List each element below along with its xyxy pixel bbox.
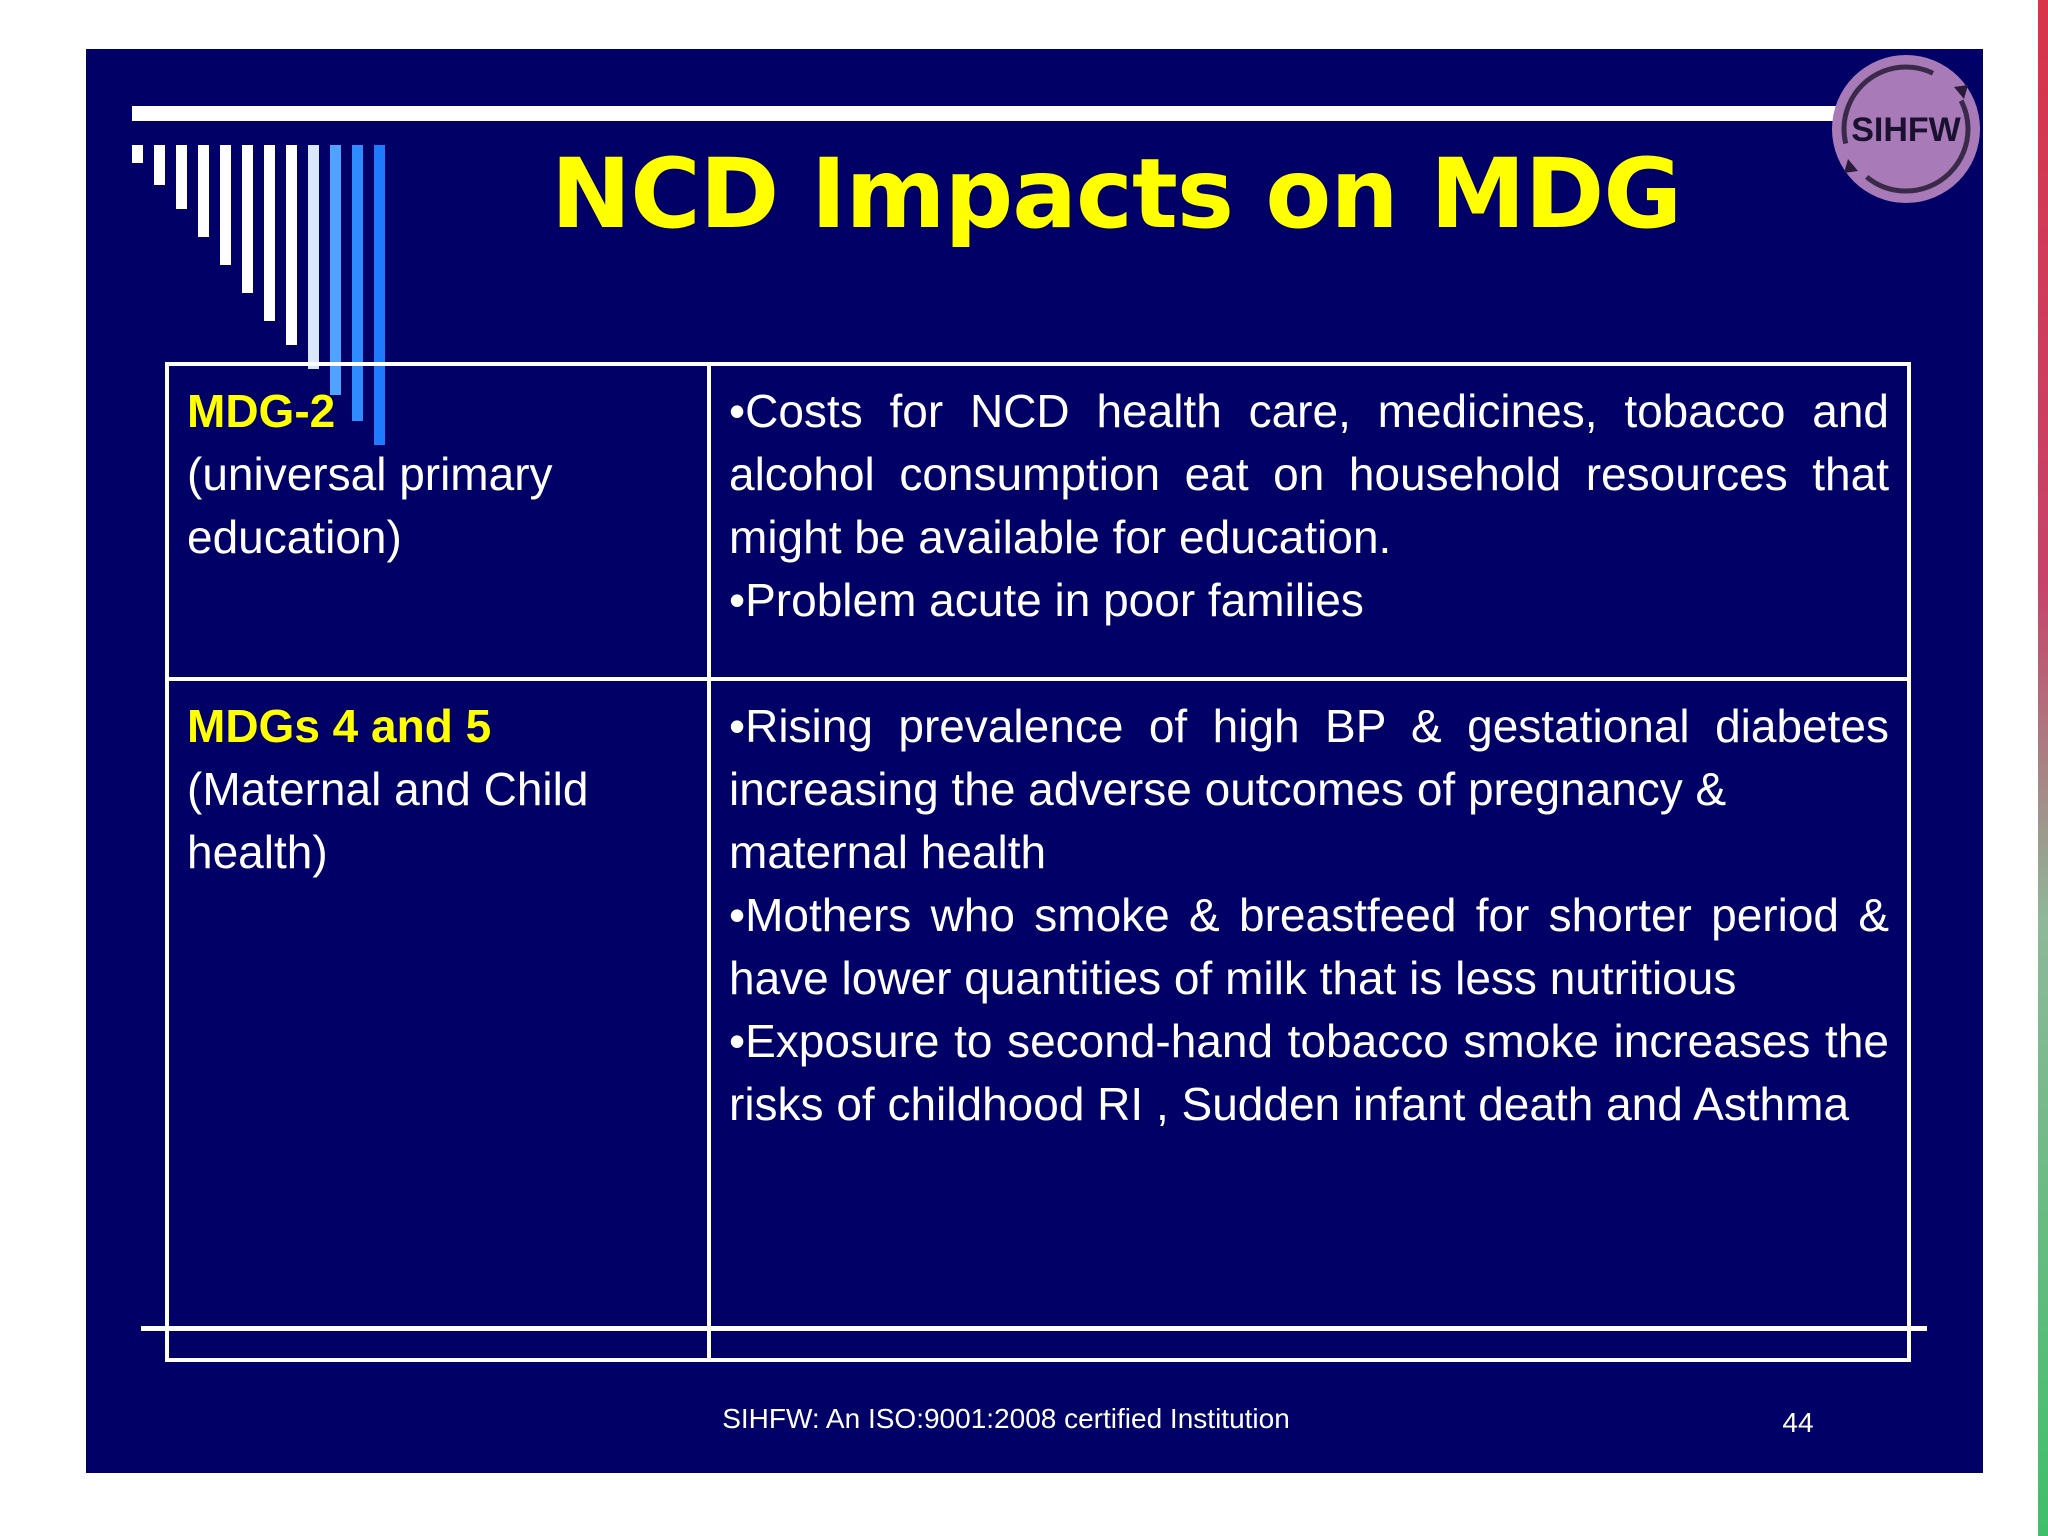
mdg-description: (universal primary education) [187,448,553,563]
page-edge-strip [2038,0,2048,1536]
logo-text: SIHFW [1851,111,1961,149]
footer-text: SIHFW: An ISO:9001:2008 certified Instit… [722,1403,1290,1434]
impact-point: •Costs for NCD health care, medicines, t… [729,385,1889,563]
mdg-cell: MDGs 4 and 5 (Maternal and Child health) [165,677,711,1362]
page-number: 44 [1782,1407,1814,1438]
decorative-bars [132,145,392,445]
impact-cell: •Costs for NCD health care, medicines, t… [707,361,1911,682]
mdg-cell: MDG-2 (universal primary education) [165,361,711,682]
table-row: MDGs 4 and 5 (Maternal and Child health)… [165,677,1911,1362]
impact-point: •Problem acute in poor families [729,574,1364,626]
slide-title: NCD Impacts on MDG [550,138,1682,250]
impact-point: •Rising prevalence of high BP & gestatio… [729,700,1889,816]
impact-point: maternal health [729,826,1047,879]
bottom-rule [141,1326,1927,1331]
top-rule [132,106,1916,121]
mdg-label: MDG-2 [187,385,336,437]
table-row: MDG-2 (universal primary education) •Cos… [165,361,1911,682]
impact-point: •Mothers who smoke & breastfeed for shor… [729,889,1889,1005]
impact-point: •Exposure to second-hand tobacco smoke i… [729,1015,1889,1131]
sihfw-logo: SIHFW [1826,49,1983,209]
mdg-description: (Maternal and Child health) [187,763,589,879]
slide: NCD Impacts on MDG SIHFW MDG-2 (universa… [86,49,1983,1473]
impact-cell: •Rising prevalence of high BP & gestatio… [707,677,1911,1362]
mdg-impact-table: MDG-2 (universal primary education) •Cos… [165,361,1911,1362]
mdg-label: MDGs 4 and 5 [187,700,492,753]
